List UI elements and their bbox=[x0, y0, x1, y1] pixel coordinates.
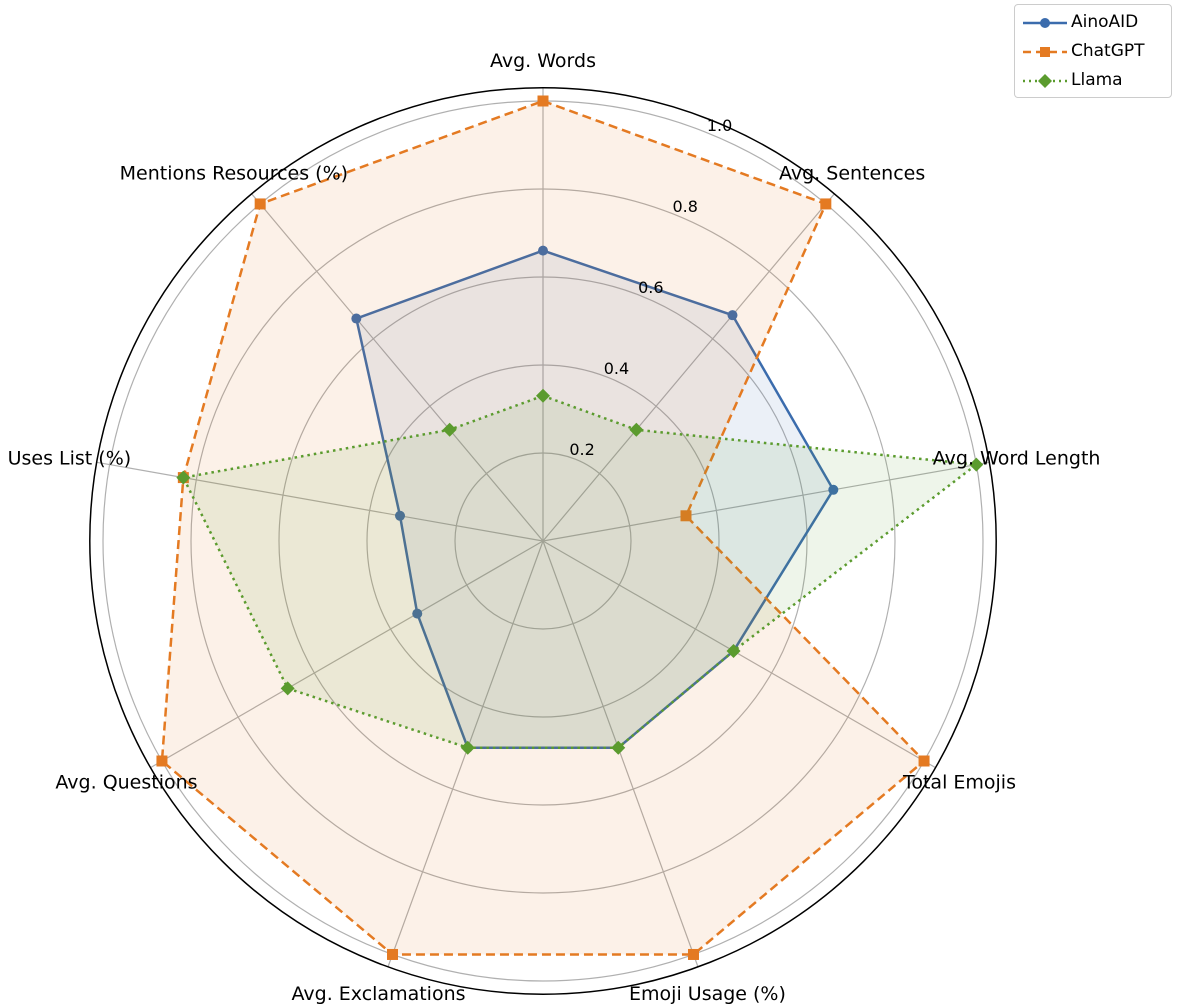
data-point bbox=[387, 948, 399, 960]
axis-label: Total Emojis bbox=[902, 771, 1016, 793]
legend-label: AinoAID bbox=[1071, 12, 1139, 32]
data-point bbox=[820, 198, 832, 210]
data-point bbox=[442, 422, 457, 437]
data-point bbox=[176, 470, 191, 485]
axis-label: Uses List (%) bbox=[8, 447, 132, 469]
series-fill-chatgpt bbox=[161, 101, 925, 955]
data-point bbox=[538, 245, 548, 256]
data-point bbox=[412, 608, 423, 619]
grid-spoke bbox=[387, 540, 544, 968]
series-line-ainoaid bbox=[354, 249, 835, 749]
data-point bbox=[351, 313, 362, 324]
data-point bbox=[537, 95, 549, 107]
data-point bbox=[918, 755, 930, 767]
data-point bbox=[726, 644, 741, 658]
rtick-label: 0.8 bbox=[672, 197, 697, 216]
rtick-label: 0.2 bbox=[569, 440, 594, 459]
data-point bbox=[969, 457, 984, 472]
polar-frame bbox=[89, 87, 997, 995]
legend-label: ChatGPT bbox=[1071, 41, 1145, 61]
legend-marker-square-icon bbox=[1023, 47, 1067, 57]
legend-item-ainoaid: AinoAID bbox=[1015, 9, 1171, 37]
grid-spoke bbox=[542, 461, 990, 542]
axis-label: Avg. Sentences bbox=[779, 163, 925, 185]
series-fill-ainoaid bbox=[356, 250, 834, 748]
rtick-label: 1.0 bbox=[707, 116, 732, 135]
data-point bbox=[280, 681, 295, 696]
grid-spoke bbox=[251, 193, 544, 542]
grid-spoke bbox=[150, 540, 544, 769]
axis-label: Avg. Word Length bbox=[933, 447, 1101, 469]
data-point bbox=[254, 198, 266, 210]
legend-item-llama: Llama bbox=[1015, 67, 1171, 95]
axis-label: Emoji Usage (%) bbox=[629, 983, 786, 1005]
data-point bbox=[611, 740, 626, 755]
axis-label: Avg. Exclamations bbox=[292, 983, 466, 1005]
grid-spoke bbox=[542, 540, 936, 769]
data-point bbox=[395, 510, 406, 521]
data-point bbox=[629, 422, 644, 437]
legend: AinoAID ChatGPT Llama bbox=[1014, 4, 1172, 98]
data-point bbox=[687, 948, 699, 960]
series-line-chatgpt bbox=[160, 99, 926, 956]
data-point bbox=[727, 310, 738, 321]
rtick-label: 0.6 bbox=[638, 278, 663, 297]
data-point bbox=[828, 484, 839, 495]
axis-label: Avg. Words bbox=[490, 50, 596, 72]
axis-label: Mentions Resources (%) bbox=[120, 163, 348, 185]
legend-marker-diamond-icon bbox=[1023, 74, 1067, 88]
axis-label: Avg. Questions bbox=[55, 771, 197, 793]
grid-spoke bbox=[542, 540, 699, 968]
series-fill-llama bbox=[183, 395, 977, 748]
legend-item-chatgpt: ChatGPT bbox=[1015, 38, 1171, 66]
data-point bbox=[680, 510, 692, 522]
rtick-label: 0.4 bbox=[604, 359, 629, 378]
data-point bbox=[156, 755, 168, 767]
data-point bbox=[536, 388, 550, 403]
data-point bbox=[460, 740, 475, 755]
legend-marker-circle-icon bbox=[1023, 18, 1067, 28]
grid-spoke bbox=[542, 193, 835, 542]
grid-spoke bbox=[96, 461, 544, 542]
legend-label: Llama bbox=[1071, 70, 1123, 90]
